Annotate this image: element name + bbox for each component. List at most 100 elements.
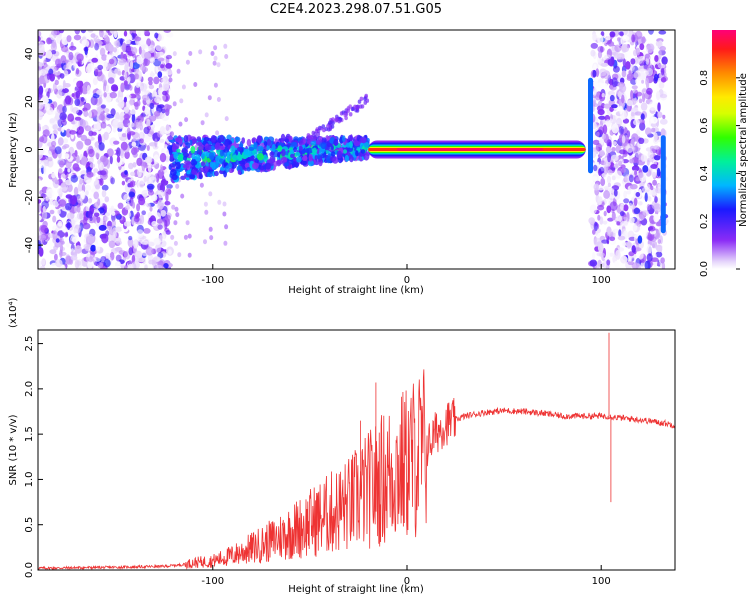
- noise-cell: [123, 71, 128, 81]
- noise-cell: [153, 237, 161, 246]
- noise-cell: [607, 182, 612, 188]
- noise-cell: [637, 201, 643, 206]
- signal-cell: [173, 151, 179, 160]
- noise-cell: [609, 31, 616, 38]
- signal-cell: [349, 135, 353, 143]
- signal-cell: [172, 143, 180, 150]
- signal-cell: [342, 135, 346, 143]
- colorbar-tick-label: 0.2: [699, 213, 710, 229]
- noise-cell: [176, 68, 181, 74]
- signal-cell: [312, 136, 317, 142]
- signal-cell: [320, 142, 327, 150]
- noise-cell: [598, 115, 606, 120]
- noise-cell: [612, 65, 620, 73]
- noise-cell: [648, 30, 654, 35]
- noise-cell: [110, 205, 115, 213]
- signal-cell: [326, 155, 331, 164]
- noise-cell: [132, 239, 138, 249]
- noise-cell: [134, 87, 141, 96]
- noise-cell: [175, 183, 180, 189]
- signal-cell: [307, 159, 314, 167]
- noise-cell: [597, 214, 601, 221]
- noise-cell: [81, 39, 90, 48]
- signal-cell: [176, 148, 181, 153]
- noise-cell: [656, 246, 663, 253]
- signal-cell: [219, 149, 224, 157]
- noise-cell: [94, 42, 99, 51]
- noise-cell: [642, 92, 646, 103]
- noise-cell: [38, 41, 45, 50]
- signal-cell: [322, 127, 326, 133]
- noise-cell: [164, 219, 168, 230]
- noise-cell: [94, 162, 98, 169]
- noise-cell: [112, 231, 117, 238]
- noise-cell: [124, 205, 130, 210]
- signal-cell: [183, 155, 188, 161]
- signal-cell: [298, 145, 303, 151]
- noise-cell: [629, 158, 635, 164]
- noise-cell: [97, 198, 101, 206]
- noise-cell: [118, 96, 123, 103]
- noise-cell: [222, 211, 227, 217]
- noise-cell: [84, 46, 88, 56]
- noise-cell: [162, 90, 168, 96]
- signal-cell: [203, 137, 210, 142]
- noise-cell: [619, 105, 623, 115]
- noise-cell: [217, 199, 222, 205]
- noise-cell: [117, 131, 122, 138]
- noise-cell: [108, 70, 116, 80]
- signal-cell: [284, 162, 290, 167]
- noise-cell: [84, 125, 92, 132]
- signal-cell: [356, 105, 360, 110]
- noise-cell: [96, 149, 102, 154]
- signal-cell: [358, 104, 363, 109]
- noise-cell: [123, 193, 131, 202]
- noise-cell: [637, 251, 644, 260]
- noise-cell: [67, 113, 75, 122]
- noise-cell: [65, 255, 73, 265]
- noise-cell: [621, 44, 630, 53]
- noise-cell: [597, 185, 604, 191]
- noise-cell: [73, 34, 82, 41]
- spectrogram-ticks: -100 0 100 -40 -20 0 20 40: [24, 48, 611, 286]
- noise-cell: [207, 95, 212, 101]
- noise-cell: [139, 180, 145, 188]
- snr-x-label: Height of straight line (km): [288, 584, 424, 595]
- signal-cell: [211, 162, 216, 171]
- noise-cell: [627, 260, 634, 266]
- noise-cell: [593, 87, 597, 96]
- noise-cell: [85, 65, 92, 74]
- signal-cell: [366, 138, 370, 143]
- noise-cell: [216, 97, 221, 102]
- noise-cell: [624, 174, 630, 183]
- noise-cell: [98, 114, 105, 121]
- noise-cell: [644, 192, 648, 203]
- signal-cell: [315, 139, 321, 145]
- noise-cell: [90, 109, 98, 118]
- noise-cell: [204, 209, 209, 215]
- signal-cell: [337, 150, 343, 159]
- noise-cell: [56, 90, 63, 99]
- noise-cell: [597, 204, 605, 211]
- signal-cell: [307, 134, 312, 139]
- noise-cell: [193, 82, 198, 87]
- noise-cell: [124, 170, 128, 175]
- noise-cell: [149, 102, 155, 110]
- noise-cell: [127, 131, 136, 136]
- noise-cell: [222, 201, 227, 207]
- noise-cell: [58, 168, 63, 174]
- noise-cell: [627, 50, 632, 60]
- noise-cell: [73, 186, 79, 196]
- noise-cell: [118, 60, 126, 66]
- noise-cell: [608, 187, 615, 193]
- noise-cell: [111, 84, 118, 92]
- noise-cell: [596, 105, 604, 112]
- noise-cell: [146, 183, 155, 190]
- signal-cell: [230, 145, 236, 154]
- noise-cell: [101, 184, 109, 191]
- signal-cell: [219, 169, 224, 175]
- signal-cell: [222, 152, 228, 157]
- noise-cell: [137, 167, 142, 178]
- noise-cell: [645, 53, 650, 59]
- noise-cell: [86, 171, 94, 178]
